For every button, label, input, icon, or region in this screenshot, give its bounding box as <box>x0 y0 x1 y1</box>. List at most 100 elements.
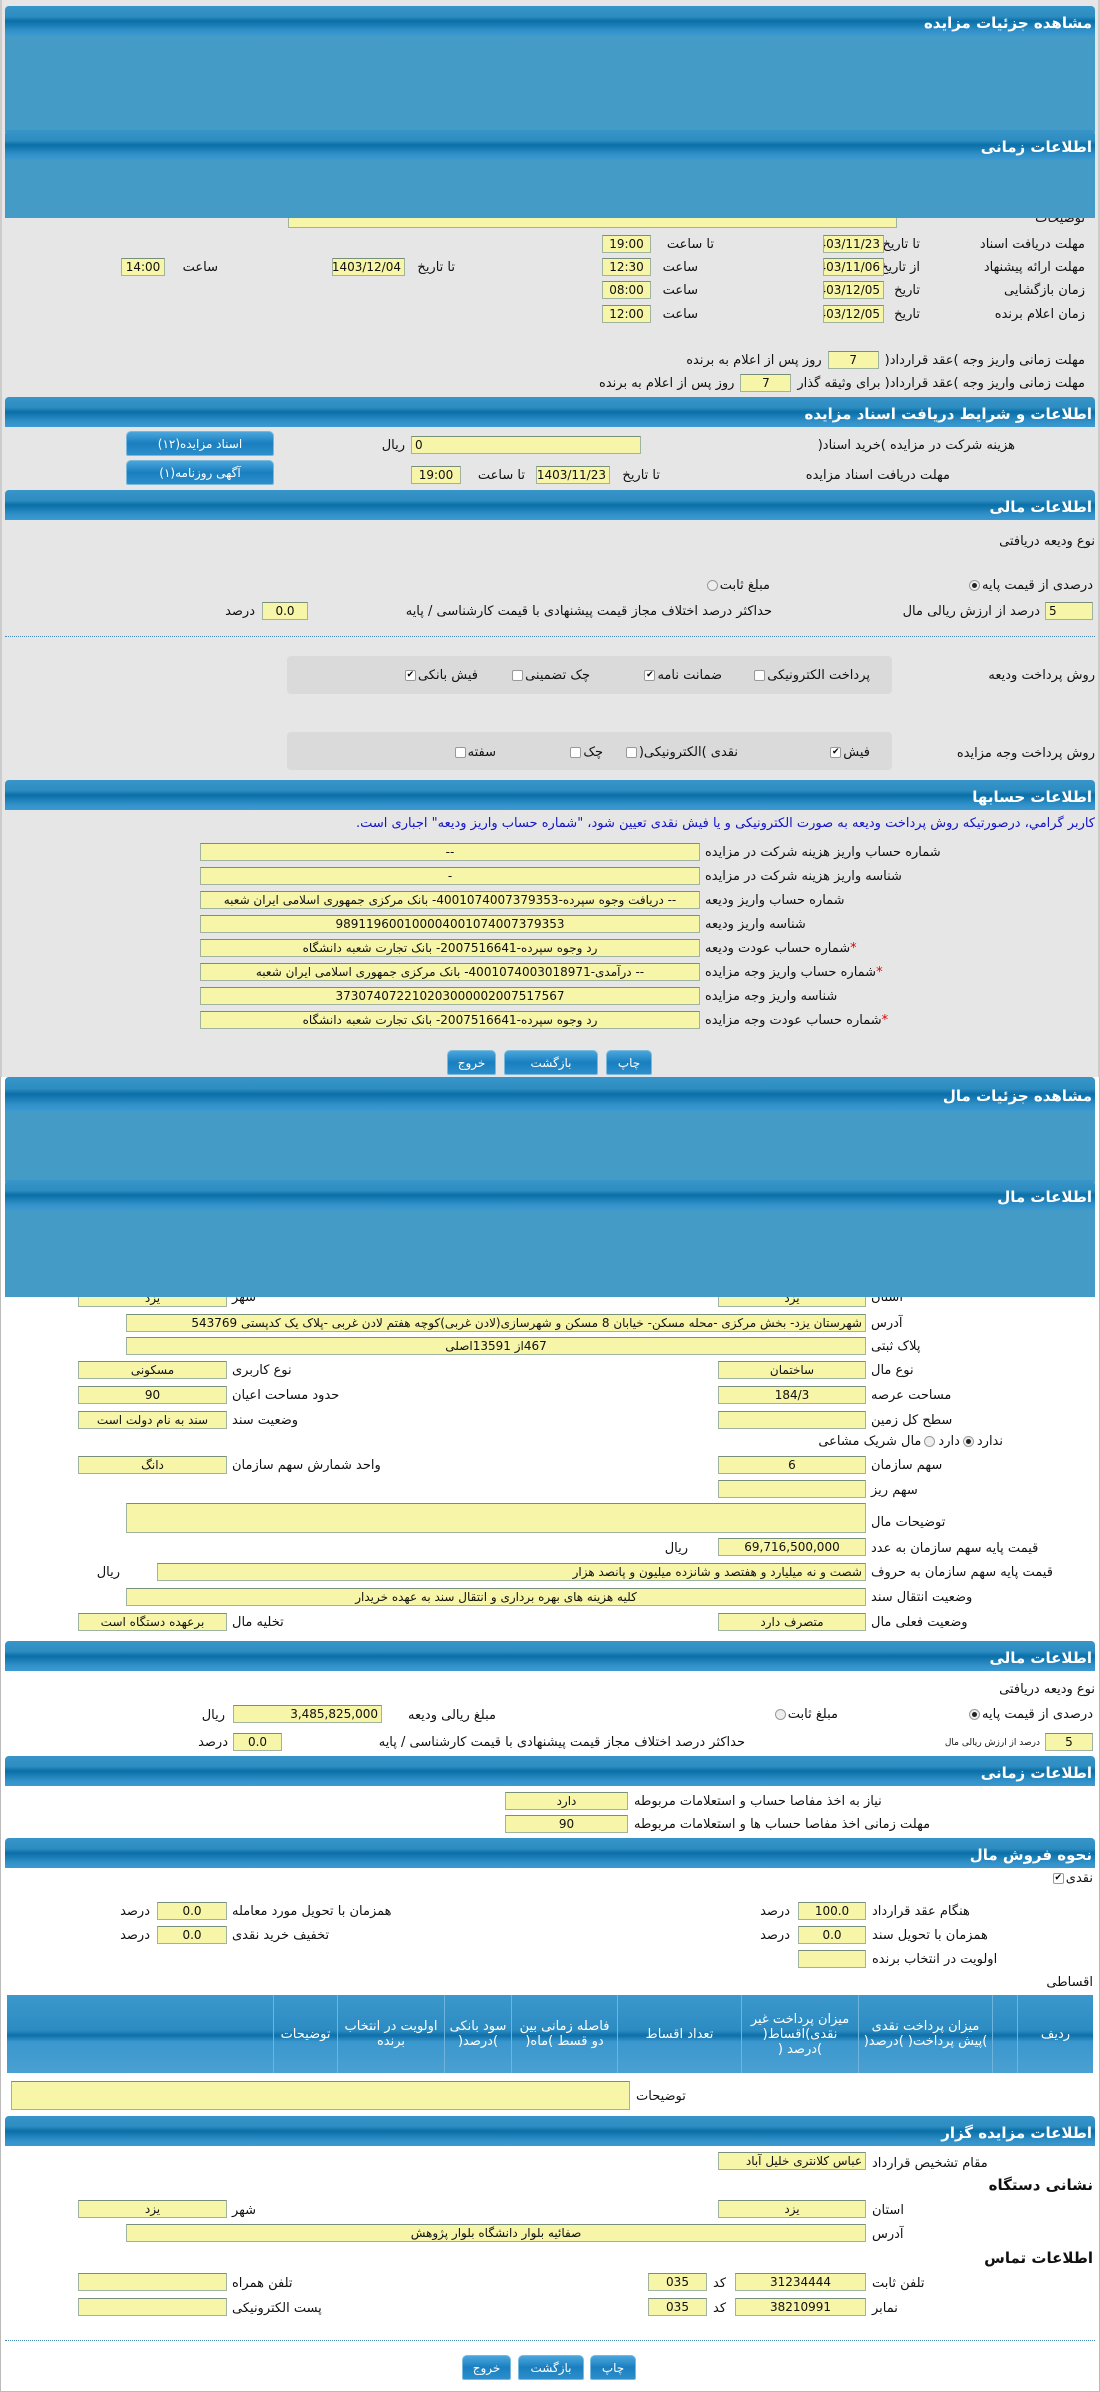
mobile-field[interactable] <box>78 2273 227 2291</box>
account-field[interactable]: 373074072210203000002007517567 <box>200 987 700 1005</box>
percent-label: درصد از ارزش ریالی مال <box>902 604 1040 619</box>
authority-field[interactable]: عباس کلانتری خلیل آباد <box>718 2152 866 2170</box>
checkbox-cheque[interactable]: چک <box>570 745 603 760</box>
winner-announce-date[interactable]: 1403/12/05 <box>823 305 884 323</box>
fax-field[interactable]: 38210991 <box>735 2298 866 2316</box>
radio-icon[interactable] <box>774 1709 786 1720</box>
current-status-field[interactable]: متصرف دارد <box>718 1613 866 1631</box>
fax-code-field[interactable]: 035 <box>648 2298 707 2316</box>
plate-field[interactable]: 467از 13591اصلی <box>126 1337 866 1355</box>
deed-status-field[interactable]: سند به نام دولت است <box>78 1411 227 1429</box>
evacuation-field[interactable]: برعهده دستگاه است <box>78 1613 227 1631</box>
docs-deadline-time[interactable]: 19:00 <box>602 235 651 253</box>
guarantor-deadline-days[interactable]: 7 <box>740 374 792 392</box>
exit-button[interactable]: خروج <box>462 2355 511 2380</box>
winner-announce-time[interactable]: 12:00 <box>602 305 651 323</box>
checkbox-icon[interactable] <box>512 670 524 681</box>
account-field[interactable]: رد وجوه سپرده-2007516641- بانک تجارت شعب… <box>200 939 700 957</box>
base-price-field[interactable]: 69,716,500,000 <box>718 1538 866 1556</box>
usage-field[interactable]: مسکونی <box>78 1361 227 1379</box>
account-field[interactable]: - <box>200 867 700 885</box>
fee-field[interactable]: 0 <box>411 436 641 454</box>
phone-code-field[interactable]: 035 <box>648 2273 707 2291</box>
checkbox-electronic[interactable]: پرداخت الکترونیکی <box>754 668 870 683</box>
deposit-amount-field[interactable]: 3,485,825,000 <box>233 1705 382 1723</box>
checkbox-guarantee[interactable]: ✔ ضمانت نامه <box>644 668 722 683</box>
clearance-deadline-field[interactable]: 90 <box>505 1815 628 1833</box>
checkbox-icon[interactable] <box>754 670 766 681</box>
checkbox-icon[interactable] <box>625 747 637 758</box>
opening-date[interactable]: 1403/12/05 <box>823 281 884 299</box>
radio-percent[interactable]: درصدی از قیمت پایه <box>969 1707 1093 1722</box>
radio-fixed[interactable]: مبلغ ثابت <box>774 1707 838 1722</box>
account-field[interactable]: -- دریافت وجوه سپرده-4001074007379353- ب… <box>200 891 700 909</box>
account-field[interactable]: -- <box>200 843 700 861</box>
on-deed-field[interactable]: 0.0 <box>798 1926 866 1944</box>
on-delivery-field[interactable]: 0.0 <box>157 1902 227 1920</box>
radio-fixed[interactable]: مبلغ ثابت <box>706 578 770 593</box>
total-land-field[interactable] <box>718 1411 866 1429</box>
account-field[interactable]: 989119600100004001074007379353 <box>200 915 700 933</box>
property-type-field[interactable]: ساختمان <box>718 1361 866 1379</box>
checkbox-icon[interactable] <box>570 747 582 758</box>
back-button[interactable]: بازگشت <box>518 2355 584 2380</box>
docs-to-time[interactable]: 19:00 <box>411 466 461 484</box>
newspaper-ad-button[interactable]: آگهی روزنامه(۱) <box>126 460 274 485</box>
land-area-field[interactable]: 184/3 <box>718 1386 866 1404</box>
print-button[interactable]: چاپ <box>606 1050 652 1075</box>
checkbox-cheque[interactable]: چک تضمینی <box>512 668 590 683</box>
radio-icon[interactable] <box>969 1709 981 1720</box>
email-field[interactable] <box>78 2298 227 2316</box>
org-address-field[interactable]: صفائیه بلوار دانشگاه بلوار پژوهش <box>126 2224 866 2242</box>
discount-field[interactable]: 0.0 <box>157 1926 227 1944</box>
property-desc-field[interactable] <box>126 1503 866 1533</box>
max-diff-field[interactable]: 0.0 <box>262 602 308 620</box>
radio-no-icon[interactable] <box>962 1436 974 1447</box>
checkbox-bank-slip[interactable]: ✔ فیش بانکی <box>404 668 478 683</box>
clearance-field[interactable]: دارد <box>505 1792 628 1810</box>
account-field[interactable]: رد وجوه سپرده-2007516641- بانک تجارت شعب… <box>200 1011 700 1029</box>
checkbox-icon[interactable]: ✔ <box>1052 1873 1064 1884</box>
checkbox-icon[interactable]: ✔ <box>830 747 842 758</box>
deposit-percent-field[interactable]: 5 <box>1045 602 1093 620</box>
share-unit-field[interactable]: دانگ <box>78 1456 227 1474</box>
phone-field[interactable]: 31234444 <box>735 2273 866 2291</box>
checkbox-slip[interactable]: ✔ فیش <box>830 745 870 760</box>
checkbox-icon[interactable]: ✔ <box>644 670 656 681</box>
radio-percent[interactable]: درصدی از قیمت پایه <box>969 578 1093 593</box>
docs-deadline-date[interactable]: 1403/11/23 <box>823 235 884 253</box>
building-area-field[interactable]: 90 <box>78 1386 227 1404</box>
sale-desc-field[interactable] <box>11 2081 630 2110</box>
exit-button[interactable]: خروج <box>447 1050 496 1075</box>
offer-from-time[interactable]: 12:30 <box>602 258 651 276</box>
max-diff-field[interactable]: 0.0 <box>233 1733 282 1751</box>
auction-documents-button[interactable]: اسناد مزایده(۱۲) <box>126 431 274 456</box>
radio-yes-icon[interactable] <box>924 1436 936 1447</box>
checkbox-icon[interactable]: ✔ <box>404 670 416 681</box>
print-button[interactable]: چاپ <box>590 2355 636 2380</box>
offer-to-time[interactable]: 14:00 <box>121 258 165 276</box>
on-contract-field[interactable]: 100.0 <box>798 1902 866 1920</box>
account-field[interactable]: -- درآمدی-4001074003018971- بانک مرکزی ج… <box>200 963 700 981</box>
address-field[interactable]: شهرستان یزد- بخش مرکزی -محله مسکن- خیابا… <box>126 1314 866 1332</box>
back-button[interactable]: بازگشت <box>504 1050 598 1075</box>
base-price-words-field[interactable]: شصت و نه میلیارد و هفتصد و شانزده میلیون… <box>157 1563 866 1581</box>
checkbox-icon[interactable] <box>454 747 466 758</box>
deposit-deadline-days[interactable]: 7 <box>827 351 879 369</box>
radio-icon[interactable] <box>706 580 718 591</box>
org-city-field[interactable]: یزد <box>78 2200 227 2218</box>
small-share-field[interactable] <box>718 1480 866 1498</box>
docs-to-date[interactable]: 1403/11/23 <box>536 466 610 484</box>
offer-from-date[interactable]: 1403/11/06 <box>823 258 884 276</box>
opening-time[interactable]: 08:00 <box>602 281 651 299</box>
checkbox-cash[interactable]: ✔ نقدی <box>1052 1871 1093 1886</box>
org-province-field[interactable]: یزد <box>718 2200 866 2218</box>
checkbox-cash-electronic[interactable]: نقدی )الکترونیکی( <box>625 745 738 760</box>
radio-icon[interactable] <box>969 580 981 591</box>
checkbox-promissory[interactable]: سفته <box>454 745 496 760</box>
org-share-field[interactable]: 6 <box>718 1456 866 1474</box>
priority-field[interactable] <box>798 1950 866 1968</box>
offer-to-date[interactable]: 1403/12/04 <box>332 258 405 276</box>
deposit-percent-field[interactable]: 5 <box>1045 1733 1093 1751</box>
deed-transfer-field[interactable]: کلیه هزینه های بهره برداری و انتقال سند … <box>126 1588 866 1606</box>
